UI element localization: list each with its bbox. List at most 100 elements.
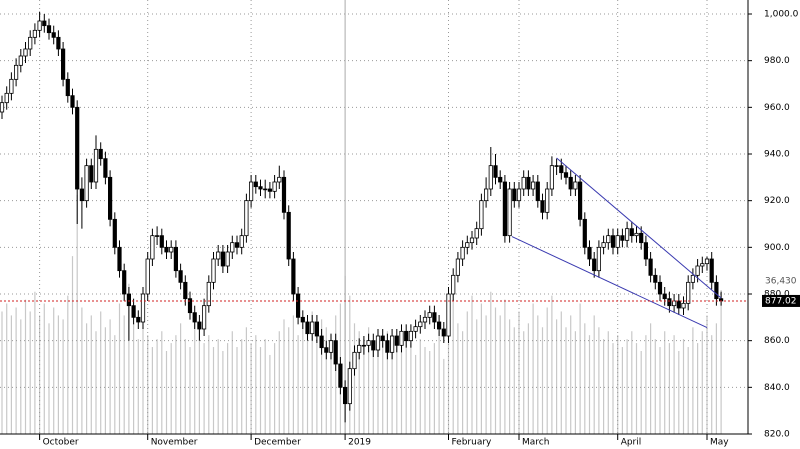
candle-body [46,25,52,34]
candle-body [291,258,296,295]
candle-body [686,281,691,304]
candle-body [601,242,606,248]
candle-body [225,251,230,267]
candle-body [216,251,221,260]
candle-body [502,181,508,237]
candle-body [42,20,47,27]
candle-body [676,300,681,309]
candle-body [286,211,291,260]
x-tick-label: October [43,438,79,448]
candle-body [295,293,301,318]
y-tick-label: 880.0 [764,290,790,300]
candle-body [108,176,113,220]
candle-body [178,270,183,283]
candle-body [568,176,573,190]
candle-body [578,181,583,220]
candle-body [117,246,122,272]
candle-body [230,242,235,253]
volume-last-label: 36,430 [765,276,797,286]
candle-body [183,281,188,300]
candle-body [563,172,569,178]
candle-body [93,148,99,183]
candle-body [122,270,127,295]
candle-body [531,181,536,190]
candle-body [272,181,277,192]
candle-body [159,235,164,248]
x-tick-label: April [621,438,642,448]
candle-body [653,274,658,283]
candle-body [582,218,587,248]
candle-body [451,274,456,295]
candle-body [220,251,225,267]
candle-body [314,321,320,337]
candle-body [211,258,216,283]
candle-body [465,242,470,248]
candle-body [328,340,334,353]
candle-body [521,176,526,190]
candle-body [418,321,423,328]
candle-body [136,316,141,323]
candle-body [404,330,409,342]
candle-body [516,188,522,202]
candle-body [0,102,5,113]
y-tick-label: 940.0 [764,150,790,160]
candle-body [300,316,305,323]
candle-body [493,165,498,178]
candle-body [474,228,479,239]
candle-body [709,258,714,283]
candle-body [126,293,131,307]
candle-body [657,281,663,295]
candle-body [258,186,263,190]
candle-body [103,158,108,178]
candle-body [56,36,61,50]
candle-body [625,228,630,241]
candle-body [634,232,639,237]
candle-body [173,246,178,272]
candle-body [573,181,578,190]
candle-body [319,335,324,349]
candle-body [51,32,56,38]
candle-body [488,165,493,190]
candle-body [704,258,710,265]
y-tick-label: 960.0 [764,103,790,113]
candle-body [70,95,75,108]
candle-body [201,305,207,330]
candle-body [385,340,390,353]
candle-body [263,188,268,191]
candle-body [629,228,634,237]
candle-body [164,246,169,253]
candle-body [700,263,705,267]
candle-body [79,188,84,202]
x-tick-label: November [151,438,198,448]
candle-body [681,302,686,309]
candle-body [248,181,254,202]
candle-body [154,235,160,237]
y-tick-label: 860.0 [764,336,790,346]
candle-body [479,200,484,230]
candle-body [18,55,23,66]
trendline [556,157,722,299]
candle-body [662,293,667,300]
candle-body [399,330,404,346]
y-tick-label: 1,000.0 [764,10,799,20]
candle-body [610,235,616,248]
candle-body [446,293,451,337]
candle-body [253,181,258,188]
candle-body [460,246,465,260]
x-tick-label: February [452,438,493,448]
candle-body [239,235,244,248]
candle-body [281,176,287,213]
candle-body [145,258,150,295]
candle-body [432,312,437,323]
candle-body [150,235,155,260]
x-tick-label: May [710,438,729,448]
y-tick-label: 980.0 [764,56,790,66]
candle-body [305,321,310,335]
candle-body [559,165,564,174]
candle-body [695,265,700,276]
last-price-label: 877.02 [765,296,797,306]
y-tick-label: 920.0 [764,196,790,206]
candle-body [714,281,719,300]
candle-body [357,344,362,353]
